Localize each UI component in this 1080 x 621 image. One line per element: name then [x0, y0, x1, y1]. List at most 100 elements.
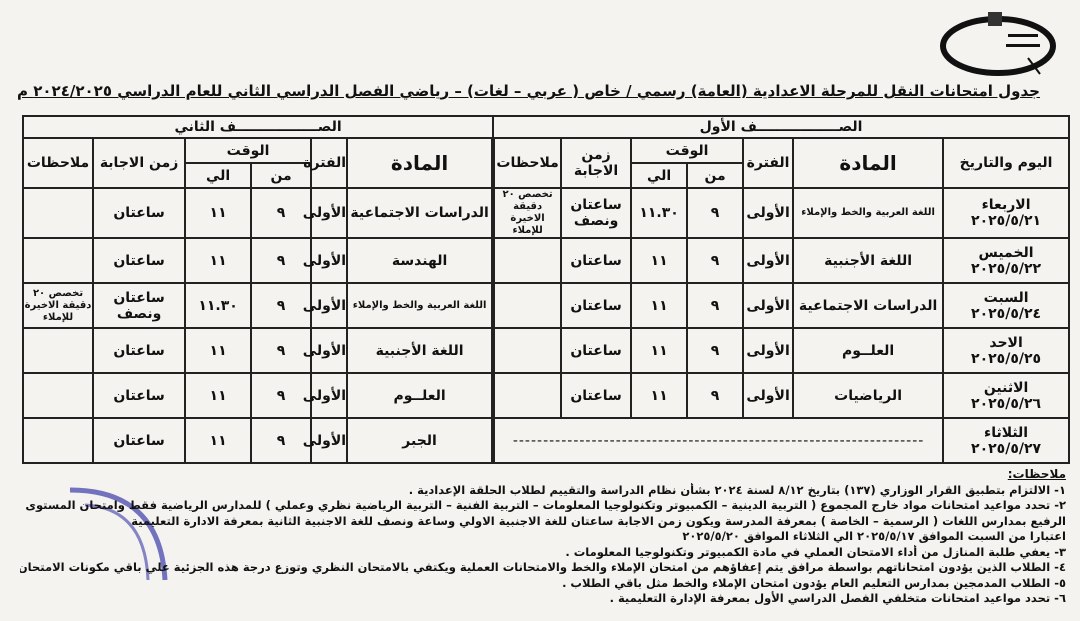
g2-time-from: ٩	[250, 282, 313, 329]
g1-time-to: ١١	[630, 237, 689, 284]
g2-subject: اللغة العربية والخط والإملاء	[346, 282, 495, 329]
note-item: اعتبارا من السبت الموافق ٢٠٢٥/٥/١٧ الي ا…	[682, 529, 1066, 543]
g1-period: الأولى	[742, 282, 795, 329]
g2-subject: الجبر	[346, 417, 495, 464]
g2-duration: ساعتان	[92, 237, 187, 284]
g2-time-to: ١١.٣٠	[184, 282, 253, 329]
g2-subject: العلــوم	[346, 372, 495, 419]
g2-duration: ساعتان	[92, 417, 187, 464]
g1-notes	[491, 282, 563, 329]
exam-date: ٢٠٢٥/٥/٢٤	[971, 305, 1042, 322]
exam-date: ٢٠٢٥/٥/٢٧	[971, 440, 1042, 457]
g1-subject: الرياضيات	[792, 372, 945, 419]
exam-date: ٢٠٢٥/٥/٢٢	[971, 260, 1042, 277]
g1-notes	[491, 237, 563, 284]
g1-notes	[491, 327, 563, 374]
g2-notes	[21, 372, 95, 419]
g1-duration: ساعتان	[560, 372, 633, 419]
g1-time-from: ٩	[686, 187, 745, 239]
g2-subject: اللغة الأجنبية	[346, 327, 495, 374]
day-date-cell: السبت ٢٠٢٥/٥/٢٤	[942, 282, 1071, 329]
g2-notes	[21, 237, 95, 284]
g1-time-to: ١١	[630, 327, 689, 374]
day-name: الخميس	[978, 244, 1034, 261]
g2-period: الأولى	[303, 372, 349, 419]
table-row: السبت ٢٠٢٥/٥/٢٤ الدراسات الاجتماعية الأولى ٩…	[21, 282, 1071, 329]
col-subject-2: المادة	[346, 137, 495, 189]
col-time: الوقت	[630, 137, 745, 164]
g2-time-to: ١١	[184, 417, 253, 464]
g2-duration: ساعتان	[92, 327, 187, 374]
col-period-2: الفترة	[303, 137, 349, 189]
g1-period: الأولى	[742, 327, 795, 374]
grade-2-header: الصـــــــــــــــــف الثاني	[21, 115, 495, 139]
g2-subject: الهندسة	[346, 237, 495, 284]
col-to-2: الي	[184, 162, 253, 189]
g2-notes	[21, 417, 95, 464]
day-date-cell: الاثنين ٢٠٢٥/٥/٢٦	[942, 372, 1071, 419]
col-duration-2: زمن الاجابة	[92, 137, 187, 189]
exam-schedule-table: الصـــــــــــــــــف الأول الصـــــــــ…	[21, 115, 1071, 464]
note-item: ٦- تحدد مواعيد امتحانات متخلفي الفصل الد…	[609, 591, 1066, 605]
g1-subject: اللغة العربية والخط والإملاء	[792, 187, 945, 239]
ministry-logo	[940, 12, 1056, 76]
g1-time-from: ٩	[686, 327, 745, 374]
g2-period: الأولى	[303, 417, 349, 464]
g2-time-from: ٩	[250, 327, 313, 374]
table-row: الاربعاء ٢٠٢٥/٥/٢١ اللغة العربية والخط وال…	[21, 187, 1071, 239]
day-name: الاثنين	[983, 379, 1029, 396]
table-row: الاحد ٢٠٢٥/٥/٢٥ العلــوم الأولى ٩ ١١ ساعتان الل…	[21, 327, 1071, 374]
day-name: الاحد	[989, 334, 1023, 351]
g2-period: الأولى	[303, 282, 349, 329]
g2-subject: الدراسات الاجتماعية	[346, 187, 495, 239]
g2-period: الأولى	[303, 237, 349, 284]
g1-period: الأولى	[742, 372, 795, 419]
col-notes: ملاحظات	[491, 137, 563, 189]
g2-notes: تخصص ٢٠ دقيقة الاخيرة للإملاء	[21, 282, 95, 329]
g2-duration: ساعتان ونصف	[92, 282, 187, 329]
g1-period: الأولى	[742, 187, 795, 239]
g1-time-from: ٩	[686, 282, 745, 329]
note-item: ٢- تحدد مواعيد امتحانات مواد خارج المجمو…	[25, 498, 1066, 512]
page-title: جدول امتحانات النقل للمرحلة الاعدادية (ا…	[17, 82, 1040, 100]
g1-time-to: ١١	[630, 372, 689, 419]
col-from-2: من	[250, 162, 313, 189]
exam-date: ٢٠٢٥/٥/٢٥	[971, 350, 1042, 367]
col-subject: المادة	[792, 137, 945, 189]
day-name: السبت	[983, 289, 1029, 306]
g1-subject: الدراسات الاجتماعية	[792, 282, 945, 329]
table-row: الخميس ٢٠٢٥/٥/٢٢ اللغة الأجنبية الأولى ٩ ١١ سا…	[21, 237, 1071, 284]
g2-notes	[21, 327, 95, 374]
g2-duration: ساعتان	[92, 372, 187, 419]
g1-duration: ساعتان	[560, 327, 633, 374]
g1-duration: ساعتان	[560, 237, 633, 284]
g1-period: الأولى	[742, 237, 795, 284]
g2-time-to: ١١	[184, 187, 253, 239]
day-date-cell: الاحد ٢٠٢٥/٥/٢٥	[942, 327, 1071, 374]
col-notes-2: ملاحظات	[21, 137, 95, 189]
g2-time-to: ١١	[184, 372, 253, 419]
g2-duration: ساعتان	[92, 187, 187, 239]
grade-1-header: الصـــــــــــــــــف الأول	[492, 115, 1071, 139]
note-item: ٣- يعفي طلبة المنازل من أداء الامتحان ال…	[565, 544, 1066, 559]
g2-period: الأولى	[303, 327, 349, 374]
g1-subject: اللغة الأجنبية	[792, 237, 945, 284]
col-period: الفترة	[742, 137, 795, 189]
exam-date: ٢٠٢٥/٥/٢١	[971, 213, 1042, 229]
col-day-date: اليوم والتاريخ	[942, 137, 1071, 189]
g1-notes	[491, 372, 563, 419]
g2-time-to: ١١	[184, 237, 253, 284]
g2-period: الأولى	[303, 187, 349, 239]
col-to: الي	[630, 162, 689, 189]
g1-time-to: ١١.٣٠	[630, 187, 689, 239]
g1-time-from: ٩	[686, 372, 745, 419]
day-date-cell: الاربعاء ٢٠٢٥/٥/٢١	[942, 187, 1071, 239]
day-name: الاربعاء	[981, 197, 1031, 213]
note-item: ١- الالتزام بتطبيق القرار الوزاري (١٣٧) …	[408, 482, 1066, 497]
g2-time-to: ١١	[184, 327, 253, 374]
table-row: الاثنين ٢٠٢٥/٥/٢٦ الرياضيات الأولى ٩ ١١ ساعتان…	[21, 372, 1071, 419]
exam-date: ٢٠٢٥/٥/٢٦	[971, 395, 1042, 412]
day-date-cell: الثلاثاء ٢٠٢٥/٥/٢٧	[942, 417, 1071, 464]
g1-time-from: ٩	[686, 237, 745, 284]
g2-notes	[21, 187, 95, 239]
